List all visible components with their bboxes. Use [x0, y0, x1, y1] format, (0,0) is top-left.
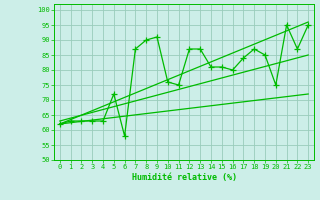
X-axis label: Humidité relative (%): Humidité relative (%) [132, 173, 236, 182]
